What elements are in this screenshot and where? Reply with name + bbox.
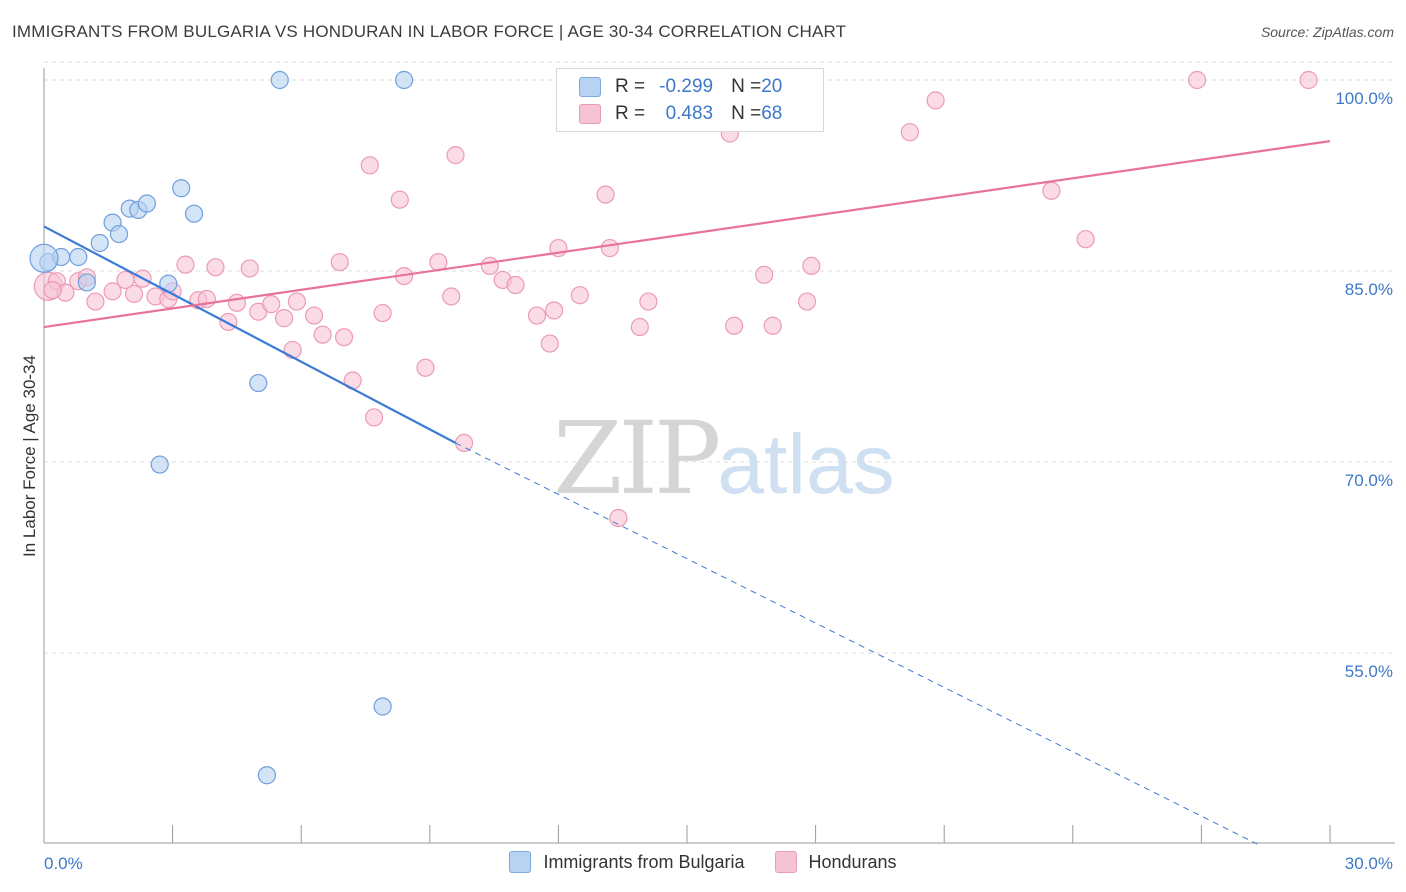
bulgaria-point xyxy=(109,224,129,244)
bulgaria-point xyxy=(77,273,96,292)
y-tick-label: 70.0% xyxy=(1345,471,1393,490)
honduran-point xyxy=(926,91,945,110)
honduran-point xyxy=(570,286,589,305)
bulgaria-point xyxy=(373,697,392,716)
honduran-point xyxy=(480,256,499,276)
honduran-point xyxy=(103,282,122,301)
honduran-point xyxy=(1188,70,1207,90)
honduran-point xyxy=(390,190,409,209)
x-tick-label: 0.0% xyxy=(44,854,83,873)
legend-swatch-pink xyxy=(579,104,601,124)
honduran-point xyxy=(240,259,259,278)
honduran-trend-line xyxy=(43,140,1331,329)
series-legend: Immigrants from Bulgaria Hondurans xyxy=(0,851,1406,873)
source-label: Source: ZipAtlas.com xyxy=(1260,24,1394,40)
legend-r-label: R = xyxy=(615,103,646,124)
legend-row-hondurans: R = 0.483 N = 68 xyxy=(579,101,782,127)
x-tick-label: 30.0% xyxy=(1345,854,1393,873)
series-swatch-blue xyxy=(509,851,532,873)
honduran-point xyxy=(416,358,435,377)
honduran-point xyxy=(227,293,246,312)
legend-n-label: N = xyxy=(731,103,762,124)
honduran-point xyxy=(219,312,238,332)
legend-swatch-blue xyxy=(579,77,601,97)
y-axis-label: In Labor Force | Age 30-34 xyxy=(20,355,39,557)
honduran-point xyxy=(283,340,302,360)
honduran-point xyxy=(1042,181,1061,200)
bulgaria-point xyxy=(90,233,109,253)
honduran-point xyxy=(274,309,294,328)
legend-r-label: R = xyxy=(615,76,646,97)
chart-title: IMMIGRANTS FROM BULGARIA VS HONDURAN IN … xyxy=(12,22,847,41)
honduran-point xyxy=(639,292,658,311)
legend-r-value: 0.483 xyxy=(665,103,714,124)
bulgaria-point xyxy=(150,455,169,474)
honduran-point xyxy=(630,317,649,337)
honduran-point xyxy=(797,292,817,311)
y-tick-label: 85.0% xyxy=(1345,280,1393,299)
y-tick-label: 55.0% xyxy=(1345,662,1393,681)
honduran-point xyxy=(1299,70,1318,90)
watermark: ZIPatlas xyxy=(553,400,895,517)
legend-n-label: N = xyxy=(731,76,762,97)
series-legend-label: Immigrants from Bulgaria xyxy=(543,851,745,872)
honduran-point xyxy=(262,295,281,314)
honduran-point xyxy=(802,256,821,276)
honduran-point xyxy=(900,123,920,142)
honduran-point xyxy=(527,306,547,325)
honduran-point xyxy=(43,281,62,300)
legend-row-bulgaria: R = -0.299 N = 20 xyxy=(579,74,782,100)
honduran-point xyxy=(176,255,195,274)
series-swatch-pink xyxy=(774,851,797,873)
honduran-point xyxy=(763,316,782,335)
series-legend-hondurans: Hondurans xyxy=(774,851,897,873)
honduran-point xyxy=(506,275,525,295)
bulgaria-point xyxy=(29,243,59,273)
honduran-point xyxy=(1076,230,1095,249)
honduran-point xyxy=(755,265,774,284)
bulgaria-point xyxy=(69,247,88,267)
honduran-point xyxy=(446,146,465,165)
honduran-point xyxy=(364,408,384,427)
honduran-point xyxy=(206,258,225,277)
honduran-point xyxy=(124,284,144,304)
honduran-point xyxy=(442,287,461,306)
bulgaria-point xyxy=(394,70,414,90)
honduran-point xyxy=(540,334,559,353)
honduran-point xyxy=(86,292,105,311)
correlation-legend: R = -0.299 N = 20 R = 0.483 N = 68 xyxy=(556,68,824,132)
bulgaria-point xyxy=(137,194,156,213)
honduran-point xyxy=(287,292,307,311)
honduran-point xyxy=(304,306,324,325)
series-legend-bulgaria: Immigrants from Bulgaria xyxy=(509,851,745,873)
bulgaria-point xyxy=(270,70,289,90)
y-tick-label: 100.0% xyxy=(1335,89,1393,108)
watermark-zip: ZIP xyxy=(553,400,721,517)
honduran-point xyxy=(429,252,448,272)
legend-n-value: 20 xyxy=(761,76,783,97)
bulgaria-point xyxy=(184,204,204,223)
legend-r-value: -0.299 xyxy=(659,76,714,97)
honduran-point xyxy=(334,328,354,347)
honduran-point xyxy=(360,156,379,175)
honduran-point xyxy=(596,185,615,204)
honduran-point xyxy=(600,238,619,258)
legend-n-value: 68 xyxy=(761,103,783,124)
bulgaria-trend-line xyxy=(43,225,457,444)
honduran-point xyxy=(545,301,564,320)
watermark-atlas: atlas xyxy=(717,417,895,511)
honduran-point xyxy=(454,433,474,452)
bulgaria-trend-extension xyxy=(455,442,1258,845)
bulgaria-point xyxy=(257,766,277,785)
honduran-point xyxy=(330,252,349,272)
honduran-point xyxy=(373,303,392,323)
series-legend-label: Hondurans xyxy=(808,851,897,872)
honduran-point xyxy=(725,316,744,335)
bulgaria-point xyxy=(172,179,191,198)
bulgaria-point xyxy=(249,373,268,393)
honduran-point xyxy=(313,325,332,344)
